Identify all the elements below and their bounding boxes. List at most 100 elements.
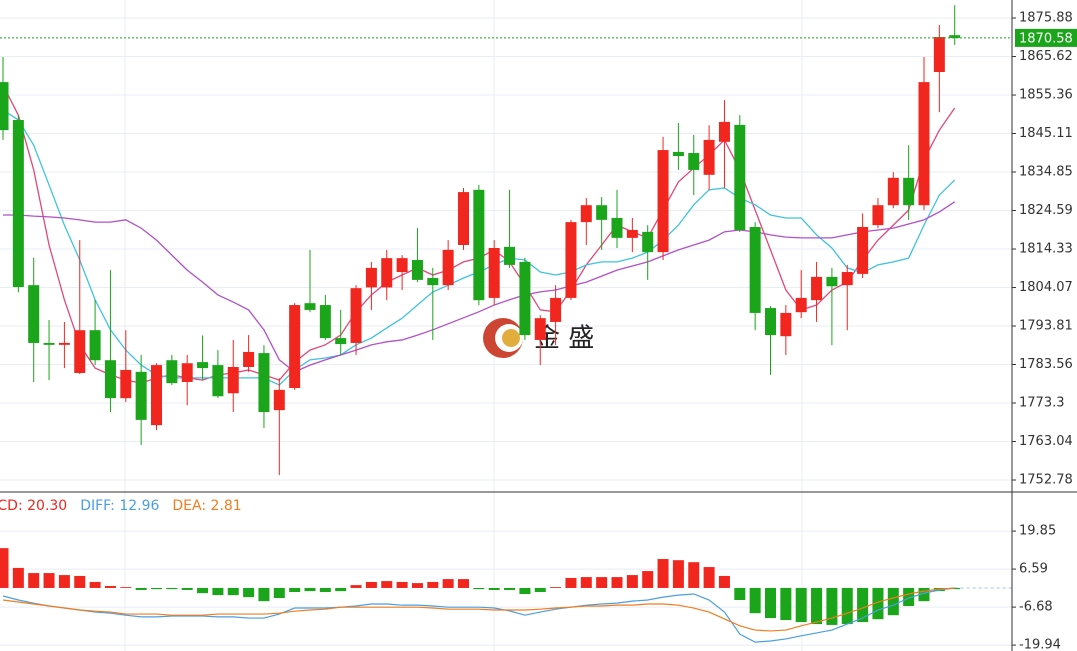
candle-body bbox=[104, 360, 116, 399]
macd-bar bbox=[181, 587, 193, 590]
candle-body bbox=[289, 305, 301, 388]
candle-body bbox=[887, 177, 899, 206]
y-tick-label: 1845.11 bbox=[1019, 126, 1073, 141]
candle-body bbox=[58, 342, 70, 345]
candle-body bbox=[212, 365, 224, 397]
macd-bar bbox=[89, 581, 101, 588]
candle-body bbox=[319, 305, 331, 339]
macd-bar bbox=[795, 587, 807, 623]
macd-bar bbox=[74, 575, 86, 588]
macd-bar bbox=[319, 587, 331, 592]
macd-bar bbox=[626, 575, 638, 588]
y-tick-label: 1804.07 bbox=[1019, 280, 1073, 295]
candle-body bbox=[396, 258, 408, 273]
candle-body bbox=[611, 217, 623, 238]
candle-body bbox=[795, 297, 807, 313]
candle-body bbox=[749, 226, 761, 313]
candle-body bbox=[780, 312, 792, 337]
macd-bar bbox=[104, 585, 116, 588]
macd-bar bbox=[28, 573, 40, 588]
macd-bar bbox=[903, 587, 915, 607]
macd-bar bbox=[672, 560, 684, 588]
candle-body bbox=[89, 330, 101, 361]
macd-bar bbox=[197, 587, 209, 594]
candle-body bbox=[258, 353, 270, 413]
candle-body bbox=[765, 308, 776, 336]
macd-bar bbox=[811, 587, 823, 625]
candle-body bbox=[442, 249, 454, 286]
macd-bar bbox=[534, 587, 546, 592]
y-tick-label: 19.85 bbox=[1019, 524, 1056, 539]
macd-bar bbox=[872, 587, 884, 620]
candle-body bbox=[872, 205, 884, 226]
candle-body bbox=[411, 260, 423, 280]
candle-body bbox=[565, 222, 577, 298]
macd-bar bbox=[442, 579, 454, 588]
macd-bar bbox=[212, 587, 224, 596]
macd-bar bbox=[841, 587, 853, 625]
moving-average bbox=[3, 201, 956, 373]
y-tick-label: 1875.88 bbox=[1019, 11, 1073, 26]
macd-bar bbox=[657, 559, 669, 588]
macd-bar bbox=[565, 577, 577, 588]
macd-bar bbox=[396, 581, 408, 588]
macd-bar bbox=[458, 579, 469, 588]
candle-body bbox=[642, 231, 654, 253]
candle-body bbox=[718, 121, 730, 142]
macd-bar bbox=[504, 587, 516, 590]
macd-bar bbox=[427, 581, 439, 588]
candle-body bbox=[181, 363, 193, 382]
macd-bar bbox=[258, 587, 270, 602]
macd-bar bbox=[335, 587, 347, 592]
axis-labels: 1752.78 1763.04 1773.3 1783.56 1793.81 1804.0… bbox=[1012, 11, 1077, 651]
candle-body bbox=[273, 389, 285, 411]
candle-body bbox=[28, 285, 40, 343]
y-tick-label: 1763.04 bbox=[1019, 434, 1073, 449]
y-tick-label: 1783.56 bbox=[1019, 357, 1073, 372]
y-tick-label: 1773.3 bbox=[1019, 396, 1065, 411]
legend-entry: DEA: 2.81 bbox=[172, 498, 241, 514]
candle-body bbox=[381, 258, 393, 288]
candle-body bbox=[43, 342, 55, 345]
macd-bar bbox=[826, 587, 838, 625]
macd-bar bbox=[135, 587, 147, 590]
candle-body bbox=[151, 365, 162, 426]
macd-bar bbox=[227, 587, 239, 596]
legend-entry: DIFF: 12.96 bbox=[80, 498, 159, 514]
macd-bar bbox=[166, 587, 178, 590]
candle-body bbox=[703, 139, 715, 175]
price-panel bbox=[0, 5, 1012, 476]
candle-body bbox=[826, 276, 838, 287]
macd-bar bbox=[550, 587, 562, 588]
y-tick-label: 1814.33 bbox=[1019, 242, 1073, 257]
candle-body bbox=[519, 261, 531, 336]
macd-bar bbox=[765, 587, 776, 619]
macd-line bbox=[2, 587, 955, 643]
macd-bar bbox=[289, 587, 301, 592]
macd-bar bbox=[0, 548, 9, 588]
y-tick-label: 1752.78 bbox=[1019, 473, 1073, 488]
y-tick-label: 6.59 bbox=[1019, 562, 1048, 577]
candle-body bbox=[918, 82, 930, 206]
macd-bar bbox=[12, 567, 24, 588]
candle-body bbox=[688, 153, 700, 170]
candle-body bbox=[304, 303, 316, 310]
macd-bar bbox=[734, 587, 746, 601]
macd-bar bbox=[58, 575, 70, 588]
macd-bar bbox=[718, 575, 730, 588]
candle-body bbox=[672, 151, 684, 157]
y-tick-label: -6.68 bbox=[1019, 600, 1053, 615]
candle-body bbox=[0, 82, 9, 131]
macd-bar bbox=[519, 587, 531, 594]
y-tick-label: 1865.62 bbox=[1019, 49, 1073, 64]
candle-body bbox=[74, 330, 86, 373]
candle-body bbox=[657, 150, 669, 253]
candle-body bbox=[949, 35, 961, 38]
macd-bar bbox=[918, 587, 930, 602]
y-tick-label: 1834.85 bbox=[1019, 165, 1073, 180]
last-price-label: 1870.58 bbox=[1019, 31, 1073, 46]
macd-bar bbox=[703, 567, 715, 588]
y-tick-label: 1793.81 bbox=[1019, 319, 1073, 334]
candle-body bbox=[473, 189, 485, 301]
